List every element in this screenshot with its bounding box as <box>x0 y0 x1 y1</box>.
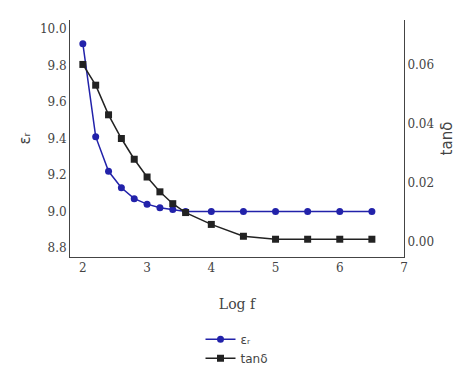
svg-text:10.0: 10.0 <box>40 22 67 36</box>
svg-text:tanδ: tanδ <box>241 352 268 366</box>
svg-text:6: 6 <box>336 261 344 275</box>
svg-text:0.02: 0.02 <box>407 176 434 190</box>
svg-text:9.6: 9.6 <box>48 95 67 109</box>
svg-text:tanδ: tanδ <box>438 122 456 156</box>
svg-text:εᵣ: εᵣ <box>241 333 251 347</box>
svg-text:9.0: 9.0 <box>48 205 67 219</box>
svg-text:Log f: Log f <box>219 296 257 312</box>
svg-text:0.06: 0.06 <box>407 58 434 72</box>
svg-text:4: 4 <box>207 261 215 275</box>
svg-text:9.2: 9.2 <box>48 168 67 182</box>
svg-text:5: 5 <box>272 261 280 275</box>
svg-text:7: 7 <box>400 261 408 275</box>
svg-text:9.4: 9.4 <box>48 132 67 146</box>
svg-text:8.8: 8.8 <box>48 241 67 255</box>
svg-text:εᵣ: εᵣ <box>16 132 34 144</box>
svg-text:9.8: 9.8 <box>48 59 67 73</box>
svg-text:0.00: 0.00 <box>407 235 434 249</box>
svg-text:3: 3 <box>143 261 151 275</box>
svg-text:0.04: 0.04 <box>407 117 434 131</box>
svg-text:2: 2 <box>79 261 87 275</box>
